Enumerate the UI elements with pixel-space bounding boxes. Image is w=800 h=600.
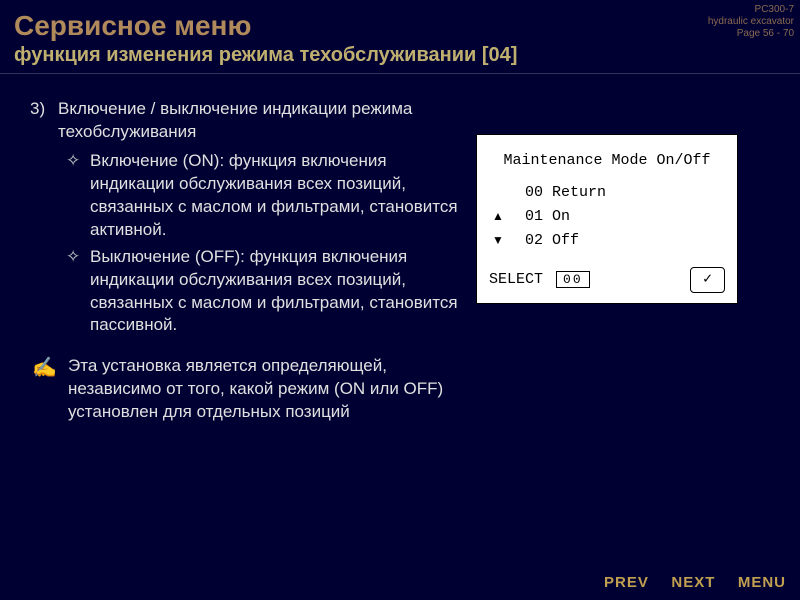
title-main: Сервисное меню — [14, 10, 800, 42]
lcd-screen: Maintenance Mode On/Off 00 Return ▲ 01 O… — [476, 134, 738, 304]
hand-icon: ✍ — [30, 355, 68, 382]
section-heading: 3) Включение / выключение индикации режи… — [30, 98, 460, 144]
title-sub: функция изменения режима техобслуживании… — [14, 44, 800, 67]
screen-line-1-text: 01 On — [507, 205, 570, 229]
model-label: PC300-7 — [708, 4, 794, 16]
select-value: 00 — [556, 271, 590, 288]
menu-button[interactable]: MENU — [738, 574, 786, 591]
arrow-down-icon: ▼ — [489, 231, 507, 250]
section-number: 3) — [30, 98, 58, 121]
screen-line-0-text: 00 Return — [507, 181, 606, 205]
confirm-icon: ✓ — [690, 267, 725, 293]
screen-bottom: SELECT 00 ✓ — [489, 263, 725, 293]
header-meta: PC300-7 hydraulic excavator Page 56 - 70 — [708, 4, 794, 40]
content-area: 3) Включение / выключение индикации режи… — [0, 74, 800, 424]
bullet-on-text: Включение (ON): функция включения индика… — [90, 150, 460, 242]
section-title: Включение / выключение индикации режима … — [58, 98, 460, 144]
bullet-off: ✧ Выключение (OFF): функция включения ин… — [66, 246, 460, 338]
note-text: Эта установка является определяющей, нез… — [68, 355, 460, 424]
nav-bar: PREV NEXT MENU — [586, 574, 786, 592]
screen-line-2: ▼ 02 Off — [489, 229, 725, 253]
note-block: ✍ Эта установка является определяющей, н… — [30, 355, 460, 424]
select-group: SELECT 00 — [489, 268, 590, 292]
screen-line-1: ▲ 01 On — [489, 205, 725, 229]
screen-line-0: 00 Return — [489, 181, 725, 205]
page-title-block: Сервисное меню функция изменения режима … — [0, 0, 800, 67]
diamond-icon: ✧ — [66, 150, 90, 173]
bullet-on: ✧ Включение (ON): функция включения инди… — [66, 150, 460, 242]
screen-line-2-text: 02 Off — [507, 229, 579, 253]
select-label: SELECT — [489, 271, 543, 288]
next-button[interactable]: NEXT — [671, 574, 715, 591]
prev-button[interactable]: PREV — [604, 574, 649, 591]
diamond-icon: ✧ — [66, 246, 90, 269]
bullet-off-text: Выключение (OFF): функция включения инди… — [90, 246, 460, 338]
page-label: Page 56 - 70 — [708, 28, 794, 40]
arrow-up-icon: ▲ — [489, 207, 507, 226]
product-label: hydraulic excavator — [708, 16, 794, 28]
bullet-list: ✧ Включение (ON): функция включения инди… — [66, 150, 460, 338]
text-column: 3) Включение / выключение индикации режи… — [30, 98, 460, 424]
screen-title: Maintenance Mode On/Off — [489, 149, 725, 173]
